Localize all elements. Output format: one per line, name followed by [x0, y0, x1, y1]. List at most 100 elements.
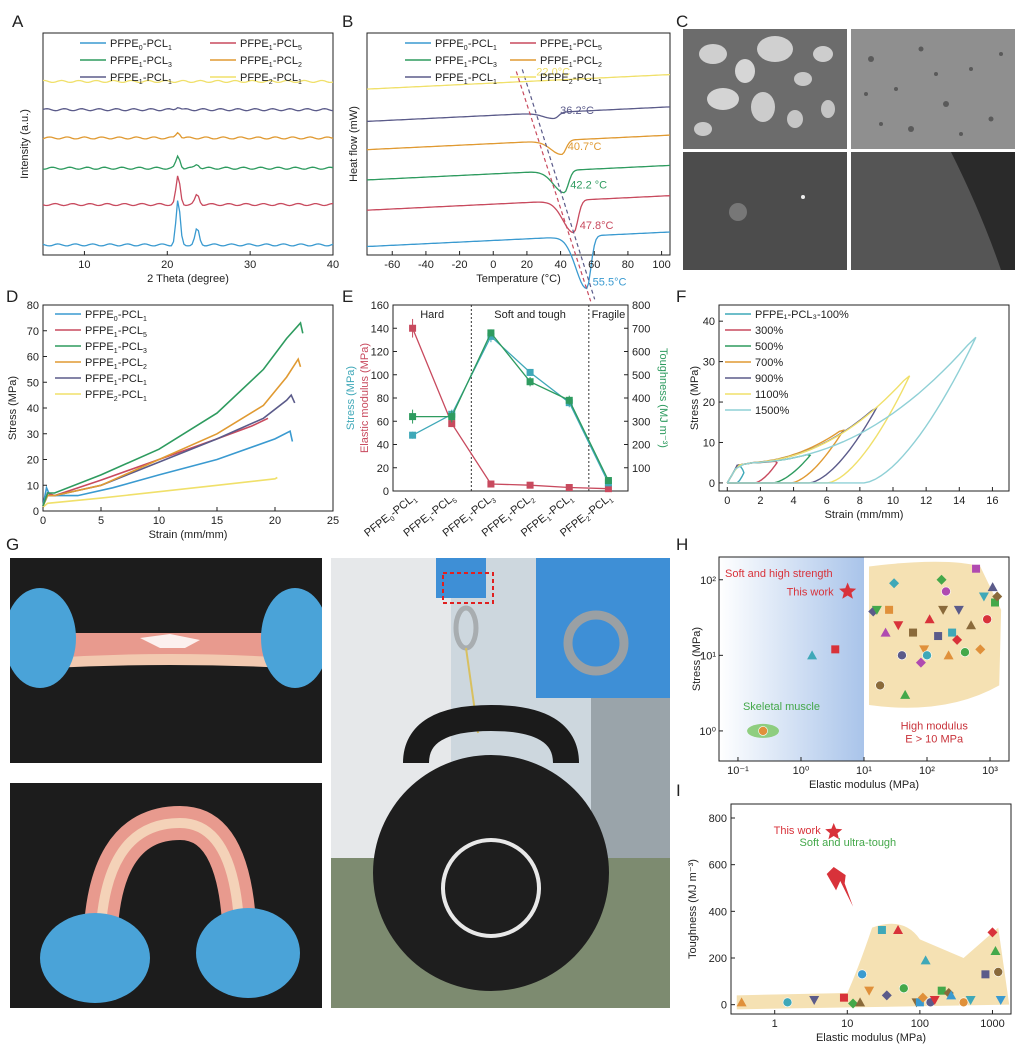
y-tick-label: 140 [371, 323, 389, 335]
text-span: 1 [569, 497, 576, 505]
x-axis-label: Elastic modulus (MPa) [809, 779, 919, 791]
text-span: 1 [114, 364, 118, 371]
panel-letter-b: B [342, 12, 353, 31]
text-span: -PCL [273, 72, 298, 84]
region-label: Soft and tough [494, 309, 566, 321]
legend-label: PFPE1 -PCL1 [435, 72, 497, 86]
text-span: -PCL [118, 341, 143, 353]
text-span: -PCL [143, 38, 168, 50]
xrd-series-line [42, 107, 334, 112]
literature-point [897, 650, 907, 661]
text-span: 1 [546, 515, 553, 523]
panel-letter-e: E [342, 287, 353, 306]
text-span: -PCL [143, 55, 168, 67]
text-span: PFPE [85, 389, 114, 401]
stretched-film-graphic [10, 558, 322, 763]
y-axis-label-stress: Stress (MPa) [345, 366, 357, 430]
y-tick-label: 0 [721, 1000, 727, 1012]
literature-point [900, 689, 911, 699]
xrd-series-line [42, 154, 334, 170]
property-series-line [412, 335, 609, 484]
legend-label: 1100% [755, 389, 789, 401]
text-span: 1 [412, 497, 419, 505]
text-span: 5 [143, 332, 147, 339]
annotation-this-work: This work [774, 825, 822, 837]
text-span: PFPE [441, 512, 471, 539]
x-tick-label: 10 [841, 1018, 853, 1030]
literature-point [982, 614, 992, 625]
data-marker [604, 485, 612, 493]
text-span: 1 [598, 79, 602, 86]
x-tick-label: 10 [887, 495, 899, 507]
y-tick-label-right: 700 [632, 323, 650, 335]
melting-point-label: 47.8°C [580, 220, 614, 232]
literature-point [875, 680, 885, 691]
y-tick-label: 40 [703, 316, 715, 328]
data-marker [526, 378, 534, 386]
text-span: 2 [598, 62, 602, 69]
text-span: 1 [464, 62, 468, 69]
panel-letter-i: I [676, 781, 681, 800]
x-tick-label: 10 [153, 515, 165, 527]
text-span: 1 [143, 380, 147, 387]
y-axis-label: Stress (MPa) [689, 366, 701, 430]
literature-point [924, 614, 935, 624]
literature-point [807, 650, 818, 660]
y-tick-label: 160 [371, 300, 389, 312]
legend-label: PFPE1 -PCL2 [240, 55, 302, 69]
annotation-high-modulus: High modulus [901, 720, 969, 732]
y-tick-label: 80 [27, 300, 39, 312]
text-span: 1 [269, 45, 273, 52]
text-span: PFPE [480, 512, 510, 539]
literature-point [972, 564, 981, 573]
legend-label: PFPE1 -PCL2 [85, 357, 147, 371]
text-span: 0 [389, 515, 396, 523]
literature-point [992, 591, 1003, 602]
y-tick-label: 800 [709, 813, 727, 825]
literature-point [881, 990, 892, 1001]
text-span: 1 [114, 380, 118, 387]
text-span: 1 [569, 62, 573, 69]
text-span: -PCL [573, 38, 598, 50]
text-span: PFPE [110, 55, 139, 67]
legend-label: PFPE0 -PCL1 [435, 38, 497, 52]
literature-point [831, 645, 840, 654]
text-span: PFPE [401, 512, 431, 539]
tem-image-ii [851, 29, 1015, 149]
y-tick-label-right: 500 [632, 370, 650, 382]
x-tick-label: 10³ [982, 765, 998, 777]
x-tick-label: 30 [244, 259, 256, 271]
panel-letter-a: A [12, 12, 24, 31]
legend-label: PFPE0 -PCL1 [110, 38, 172, 52]
text-span: -PCL [427, 494, 454, 519]
literature-point [936, 574, 947, 585]
literature-point [938, 605, 949, 615]
x-tick-label: 20 [521, 259, 533, 271]
literature-point [782, 997, 793, 1008]
literature-point [917, 992, 928, 1003]
legend-label: PFPE2 -PCL1 [540, 72, 602, 86]
this-work-star [825, 823, 843, 840]
y-tick-label: 20 [27, 455, 39, 467]
y-axis-label: Intensity (a.u.) [19, 109, 31, 179]
literature-point [864, 986, 875, 996]
text-span: 1 [493, 79, 497, 86]
text-span: 0 [114, 316, 118, 323]
legend-label: PFPE₁-PCL₃-100% [755, 309, 849, 321]
legend-label: 500% [755, 341, 783, 353]
text-span: PFPE [540, 38, 569, 50]
text-span: -PCL [118, 309, 143, 321]
legend-label: PFPE1 -PCL5 [85, 325, 147, 339]
x-tick-label: 2 [757, 495, 763, 507]
y-tick-label-right: 300 [632, 416, 650, 428]
y-tick-label: 100 [371, 370, 389, 382]
x-axis-label: 2 Theta (degree) [147, 273, 229, 285]
text-span: 3 [143, 348, 147, 355]
data-marker [526, 368, 534, 376]
text-span: -PCL [584, 494, 611, 519]
y-tick-label-right: 200 [632, 440, 650, 452]
literature-point [758, 726, 768, 736]
literature-point [987, 927, 998, 938]
literature-point [990, 946, 1001, 955]
